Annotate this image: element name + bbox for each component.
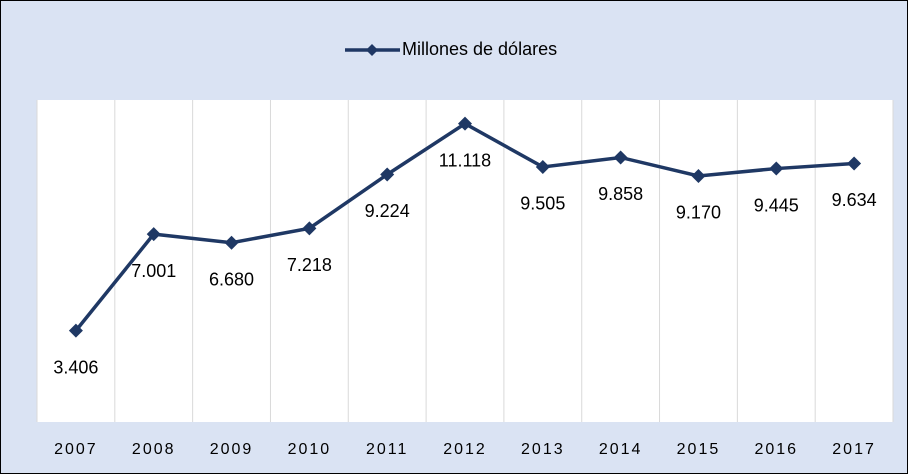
point bbox=[146, 227, 161, 242]
x-tick-label: 2017 bbox=[832, 441, 876, 458]
data-label: 3.406 bbox=[53, 357, 98, 377]
point bbox=[68, 323, 83, 338]
data-label: 9.634 bbox=[832, 190, 877, 210]
x-tick-label: 2009 bbox=[210, 441, 254, 458]
point bbox=[380, 167, 395, 182]
legend-marker bbox=[366, 44, 378, 56]
data-label: 7.218 bbox=[287, 255, 332, 275]
point bbox=[691, 168, 706, 183]
x-tick-label: 2014 bbox=[599, 441, 643, 458]
x-tick-label: 2011 bbox=[366, 441, 408, 458]
x-tick-label: 2008 bbox=[132, 441, 176, 458]
data-label: 9.505 bbox=[520, 194, 565, 214]
x-tick-label: 2012 bbox=[443, 441, 487, 458]
point bbox=[769, 161, 784, 176]
data-label: 9.170 bbox=[676, 203, 721, 223]
x-tick-label: 2013 bbox=[521, 441, 565, 458]
data-label: 6.680 bbox=[209, 270, 254, 290]
data-label: 7.001 bbox=[131, 261, 176, 281]
data-label: 11.118 bbox=[439, 150, 491, 170]
point bbox=[847, 156, 862, 171]
legend-label: Millones de dólares bbox=[402, 39, 557, 59]
point bbox=[458, 116, 472, 131]
x-tick-label: 2015 bbox=[677, 441, 721, 458]
point bbox=[224, 235, 239, 250]
x-tick-label: 2016 bbox=[754, 441, 798, 458]
data-label: 9.224 bbox=[365, 201, 410, 221]
x-tick-label: 2010 bbox=[288, 441, 332, 458]
data-label: 9.858 bbox=[598, 184, 643, 204]
point bbox=[613, 150, 628, 165]
x-tick-label: 2007 bbox=[54, 441, 98, 458]
data-label: 9.445 bbox=[754, 195, 799, 215]
point bbox=[302, 221, 317, 236]
point bbox=[535, 159, 550, 174]
plot-area bbox=[37, 100, 893, 422]
